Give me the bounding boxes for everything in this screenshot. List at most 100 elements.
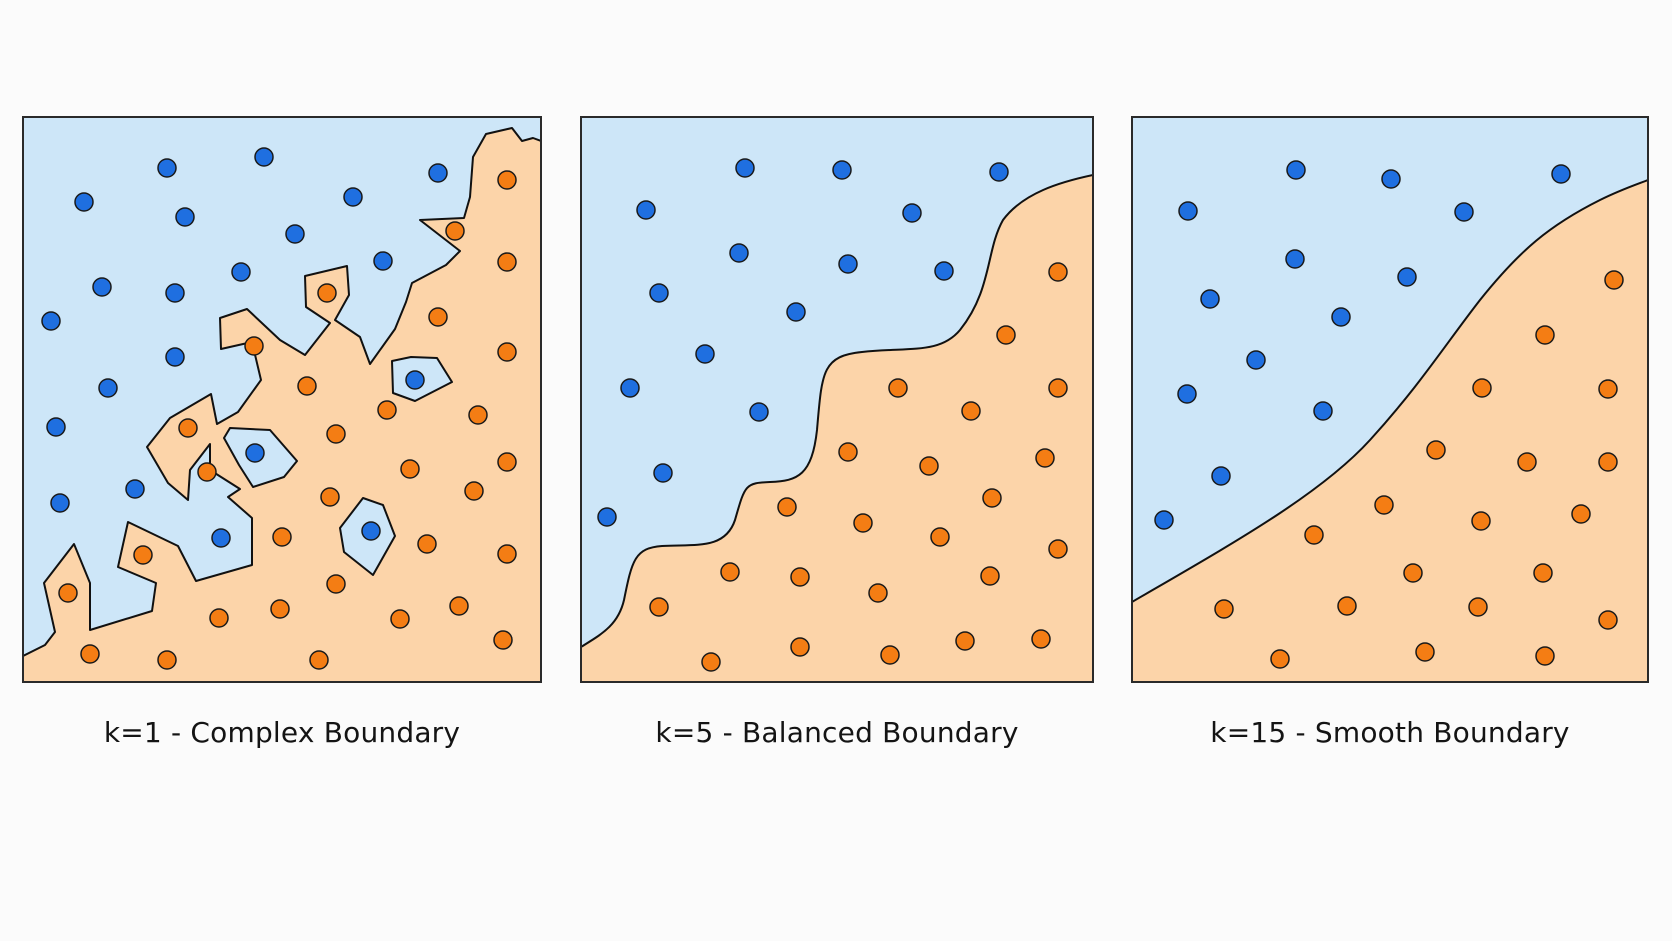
- class-a-point: [1551, 164, 1571, 184]
- class-b-point: [1517, 452, 1537, 472]
- class-a-point: [92, 277, 112, 297]
- class-b-point: [777, 497, 797, 517]
- class-b-point: [428, 307, 448, 327]
- class-b-point: [320, 487, 340, 507]
- class-b-point: [497, 252, 517, 272]
- class-b-point: [468, 405, 488, 425]
- class-a-point: [989, 162, 1009, 182]
- class-b-point: [80, 644, 100, 664]
- class-a-island: [339, 497, 396, 576]
- class-b-point: [888, 378, 908, 398]
- class-a-point: [620, 378, 640, 398]
- data-points: [41, 147, 517, 670]
- class-b-point: [853, 513, 873, 533]
- class-b-point: [790, 637, 810, 657]
- class-a-point: [1313, 401, 1333, 421]
- data-points: [1154, 160, 1624, 669]
- class-b-point: [1468, 597, 1488, 617]
- class-a-point: [50, 493, 70, 513]
- class-a-point: [1200, 289, 1220, 309]
- class-b-point: [955, 631, 975, 651]
- class-a-point: [636, 200, 656, 220]
- class-a-point: [934, 261, 954, 281]
- class-b-point: [649, 597, 669, 617]
- class-a-point: [1178, 201, 1198, 221]
- class-a-point: [245, 443, 265, 463]
- panel-frame: [1131, 116, 1649, 683]
- class-a-point: [902, 203, 922, 223]
- class-a-point: [1331, 307, 1351, 327]
- data-points: [597, 158, 1068, 672]
- class-a-region: [1132, 117, 1648, 682]
- class-a-point: [1397, 267, 1417, 287]
- class-a-point: [1381, 169, 1401, 189]
- class-a-point: [729, 243, 749, 263]
- class-a-point: [231, 262, 251, 282]
- class-a-point: [254, 147, 274, 167]
- class-b-point: [1214, 599, 1234, 619]
- class-a-point: [361, 521, 381, 541]
- class-a-point: [46, 417, 66, 437]
- class-b-point: [1533, 563, 1553, 583]
- caption-k15: k=15 - Smooth Boundary: [1210, 716, 1570, 749]
- class-b-region: [1132, 178, 1648, 682]
- class-b-point: [1471, 511, 1491, 531]
- class-b-point: [445, 221, 465, 241]
- class-b-point: [209, 608, 229, 628]
- class-b-point: [930, 527, 950, 547]
- class-b-point: [982, 488, 1002, 508]
- class-b-point: [1426, 440, 1446, 460]
- class-b-point: [244, 336, 264, 356]
- class-a-point: [211, 528, 231, 548]
- class-a-point: [1286, 160, 1306, 180]
- class-a-point: [1246, 350, 1266, 370]
- class-a-point: [373, 251, 393, 271]
- class-a-island: [223, 427, 298, 488]
- class-b-region: [23, 127, 541, 682]
- class-b-point: [980, 566, 1000, 586]
- class-a-point: [735, 158, 755, 178]
- class-b-point: [400, 459, 420, 479]
- class-a-point: [74, 192, 94, 212]
- class-b-point: [1403, 563, 1423, 583]
- class-b-point: [1598, 452, 1618, 472]
- class-a-point: [786, 302, 806, 322]
- class-a-point: [597, 507, 617, 527]
- class-b-point: [1048, 262, 1068, 282]
- class-a-point: [1454, 202, 1474, 222]
- class-b-point: [58, 583, 78, 603]
- class-b-point: [1415, 642, 1435, 662]
- class-b-point: [272, 527, 292, 547]
- class-a-point: [749, 402, 769, 422]
- class-b-point: [1337, 596, 1357, 616]
- class-a-point: [832, 160, 852, 180]
- class-b-point: [497, 170, 517, 190]
- class-a-point: [165, 283, 185, 303]
- class-a-point: [428, 163, 448, 183]
- class-b-point: [1048, 378, 1068, 398]
- class-b-point: [1571, 504, 1591, 524]
- class-b-point: [1598, 610, 1618, 630]
- class-b-point: [1035, 448, 1055, 468]
- class-b-point: [790, 567, 810, 587]
- class-b-point: [919, 456, 939, 476]
- class-a-point: [343, 187, 363, 207]
- class-b-point: [961, 401, 981, 421]
- class-a-point: [838, 254, 858, 274]
- class-b-point: [1048, 539, 1068, 559]
- class-a-point: [41, 311, 61, 331]
- class-a-point: [1177, 384, 1197, 404]
- class-b-point: [1604, 270, 1624, 290]
- class-b-point: [1031, 629, 1051, 649]
- caption-k1: k=1 - Complex Boundary: [103, 716, 461, 749]
- caption-k5: k=5 - Balanced Boundary: [655, 716, 1019, 749]
- class-b-point: [880, 645, 900, 665]
- class-b-point: [297, 376, 317, 396]
- class-b-point: [178, 418, 198, 438]
- class-a-point: [405, 370, 425, 390]
- class-b-region: [581, 173, 1093, 682]
- class-a-point: [98, 378, 118, 398]
- class-b-point: [197, 462, 217, 482]
